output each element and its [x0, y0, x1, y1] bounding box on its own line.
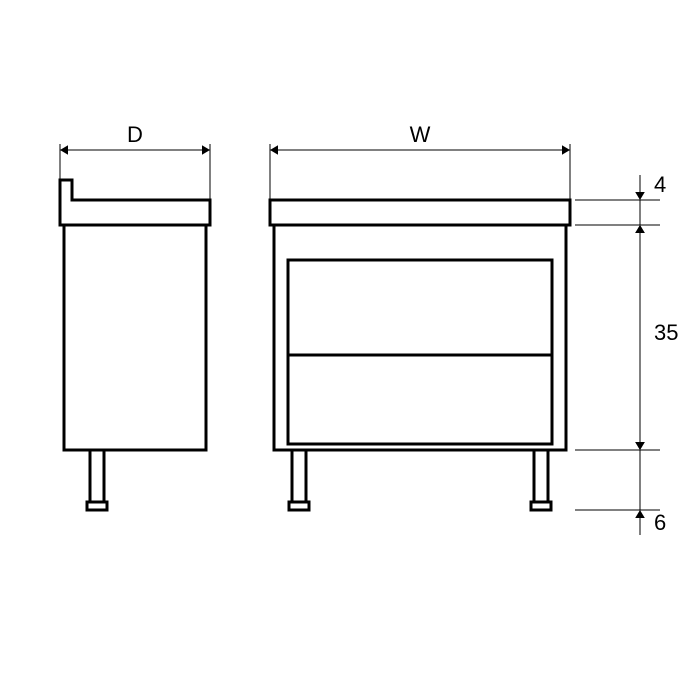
dim-label-4: 4 [654, 172, 666, 197]
dim-label-6: 6 [654, 510, 666, 535]
dim-label-width: W [410, 122, 431, 147]
dim-label-35: 35 [654, 320, 678, 345]
front-view: W [270, 122, 570, 510]
right-dimensions: 4 35 6 [575, 172, 678, 535]
dimension-drawing: D W 4 35 6 [0, 0, 700, 700]
dim-label-depth: D [127, 122, 143, 147]
side-view: D [60, 122, 210, 510]
